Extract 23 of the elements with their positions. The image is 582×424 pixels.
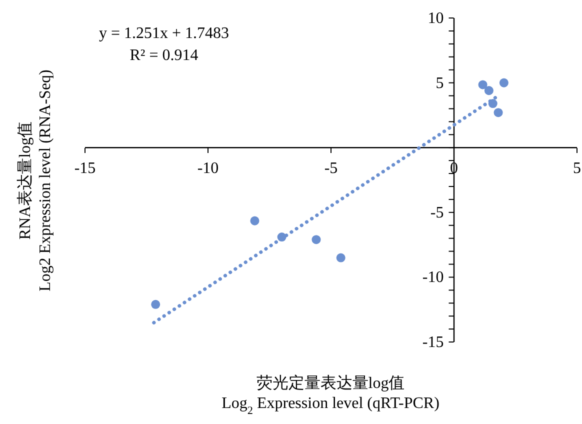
point [494, 108, 503, 118]
point [312, 235, 321, 244]
y-tick-label: -5 [430, 204, 444, 222]
point [151, 300, 160, 309]
point [250, 216, 260, 226]
point [277, 232, 286, 242]
y-tick-label: -15 [422, 334, 444, 351]
x-tick-label: 5 [573, 160, 581, 177]
x-tick-label: -10 [197, 160, 219, 177]
y-tick-label: 10 [428, 10, 444, 27]
point [478, 80, 488, 90]
x-tick-label: -15 [74, 160, 96, 177]
point [484, 86, 494, 96]
point [488, 99, 498, 108]
y-tick-label: -10 [422, 269, 444, 286]
point [499, 78, 508, 88]
x-axis-title: 荧光定量表达量log值 Log$_{2}$ Expression level (qRT-PCR) [222, 374, 440, 417]
point [336, 253, 346, 262]
y-tick-label: 5 [436, 74, 444, 92]
annotation: R² = 0.914 [130, 47, 198, 64]
annotation: y = 1.251x + 1.7483 [98, 25, 230, 42]
x-tick-label: -5 [324, 160, 338, 177]
y-axis-title: RNA表达量log值 Log2 Expression level (RNA-Seq) [16, 70, 54, 292]
